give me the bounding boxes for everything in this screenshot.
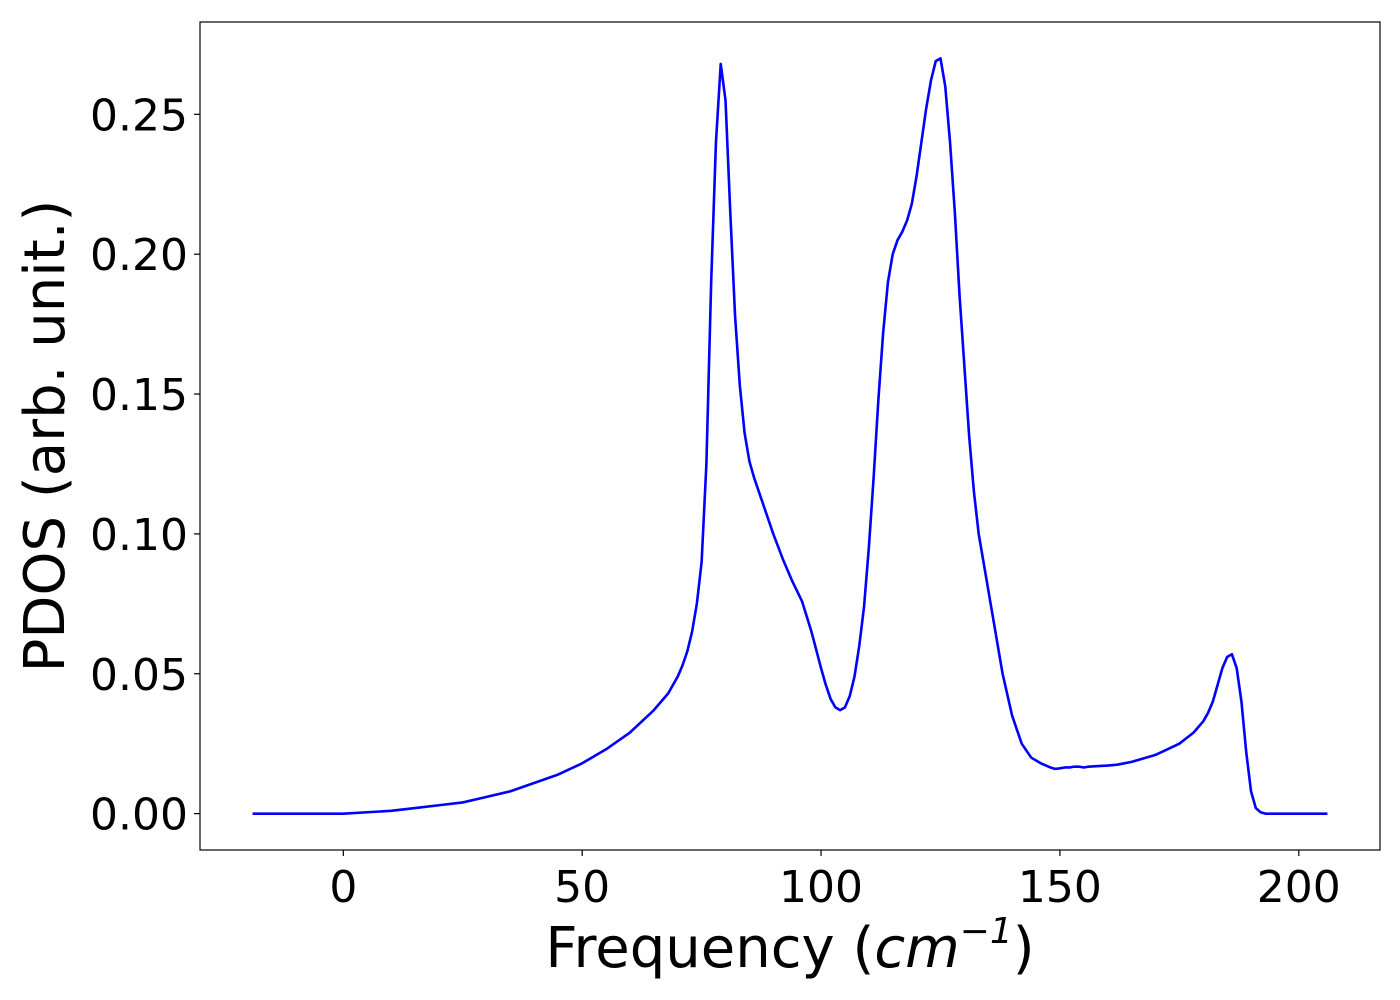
- y-tick-label: 0.20: [90, 230, 188, 281]
- x-axis-label: Frequency (cm−1): [545, 911, 1034, 981]
- y-axis-label: PDOS (arb. unit.): [13, 200, 78, 673]
- y-tick-label: 0.10: [90, 510, 188, 561]
- y-axis: 0.00 0.05 0.10 0.15 0.20 0.25: [90, 90, 200, 841]
- y-tick-label: 0.15: [90, 370, 188, 421]
- series-line-0: [252, 57, 1328, 815]
- y-tick-label: 0.25: [90, 90, 188, 141]
- plot-frame: [199, 21, 1381, 851]
- x-axis: 0 50 100 150 200: [329, 850, 1341, 913]
- x-tick-label: 100: [779, 862, 863, 913]
- y-tick-label: 0.00: [90, 790, 188, 841]
- x-tick-label: 50: [554, 862, 610, 913]
- x-tick-label: 0: [329, 862, 357, 913]
- y-tick-label: 0.05: [90, 650, 188, 701]
- x-tick-label: 150: [1018, 862, 1102, 913]
- plot-area: [252, 57, 1328, 815]
- x-tick-label: 200: [1257, 862, 1341, 913]
